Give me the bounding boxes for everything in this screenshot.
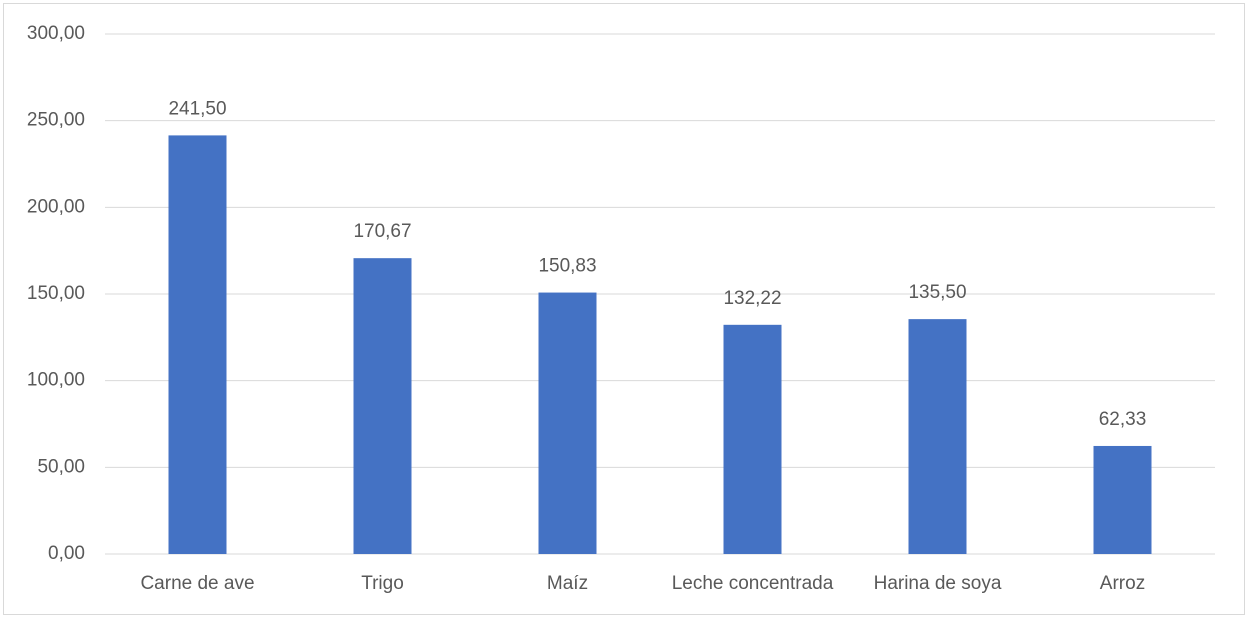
data-label: 135,50: [908, 282, 966, 303]
bar: [168, 135, 227, 554]
x-tick-label: Trigo: [361, 573, 404, 594]
y-tick-label: 100,00: [27, 370, 85, 391]
bar: [1093, 445, 1152, 554]
bar: [908, 319, 967, 554]
y-tick-label: 150,00: [27, 283, 85, 304]
x-tick-label: Leche concentrada: [672, 573, 834, 594]
y-tick-label: 300,00: [27, 23, 85, 44]
x-tick-label: Arroz: [1100, 573, 1145, 594]
data-label: 132,22: [723, 288, 781, 309]
x-tick-label: Carne de ave: [140, 573, 254, 594]
y-tick-label: 0,00: [48, 543, 85, 564]
data-label: 150,83: [538, 256, 596, 277]
bar: [353, 258, 412, 554]
data-label: 170,67: [353, 221, 411, 242]
y-tick-label: 200,00: [27, 196, 85, 217]
y-tick-label: 250,00: [27, 110, 85, 131]
x-tick-label: Harina de soya: [874, 573, 1002, 594]
bar: [723, 324, 782, 554]
x-tick-label: Maíz: [547, 573, 588, 594]
bar: [538, 292, 597, 554]
data-label: 62,33: [1099, 409, 1147, 430]
y-tick-label: 50,00: [37, 456, 85, 477]
data-label: 241,50: [168, 98, 226, 119]
